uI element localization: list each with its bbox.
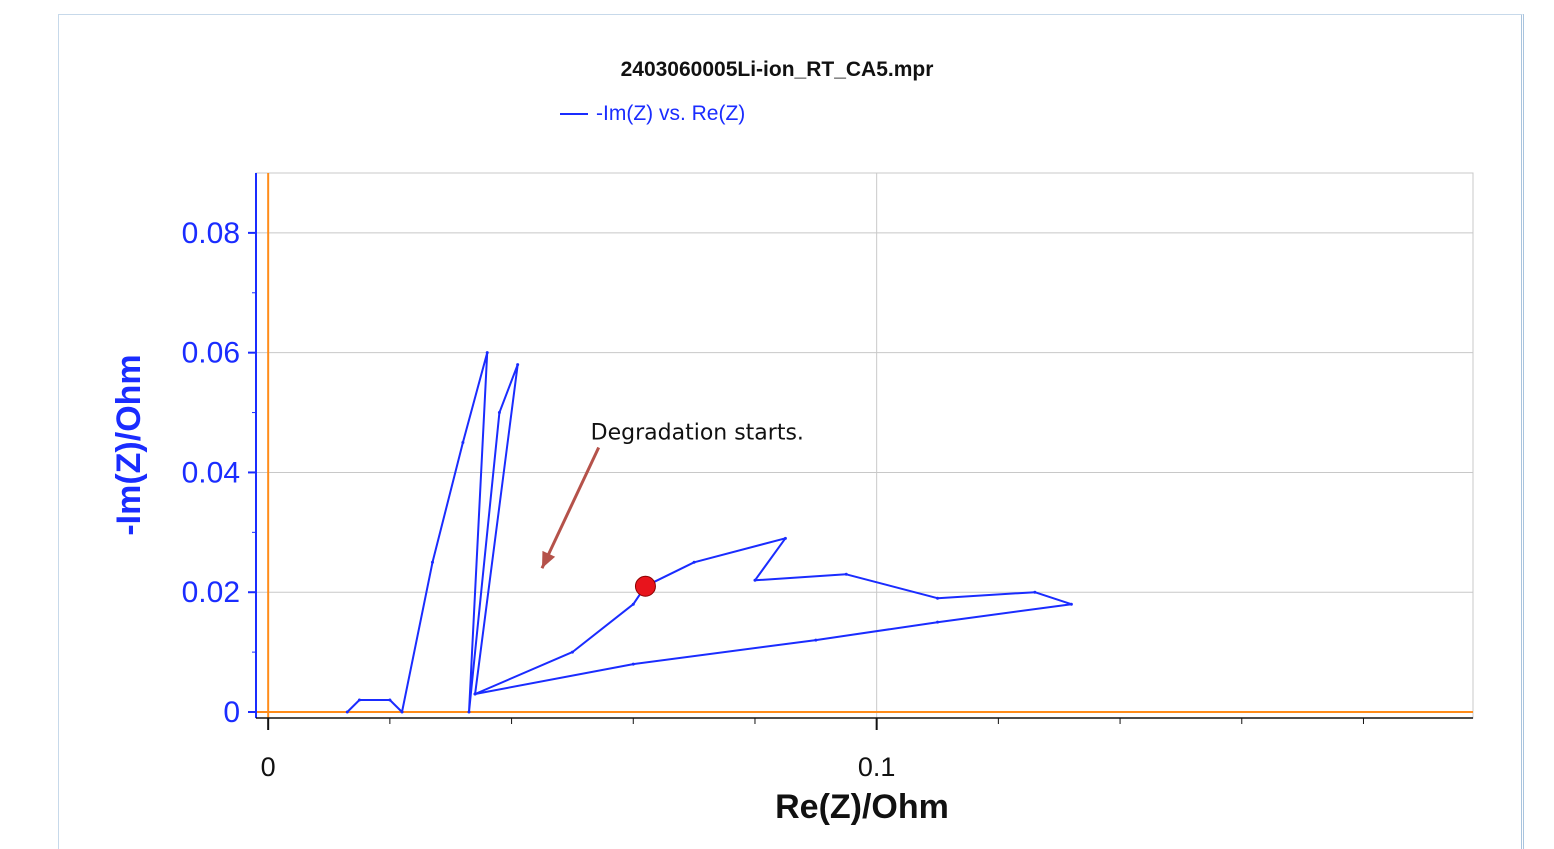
data-point: [345, 710, 349, 714]
legend: -Im(Z) vs. Re(Z): [560, 102, 745, 126]
data-point: [388, 698, 392, 702]
data-point: [844, 572, 848, 576]
y-tick-label: 0: [223, 696, 240, 729]
y-axis-label: -Im(Z)/Ohm: [110, 354, 148, 535]
x-axis-label: Re(Z)/Ohm: [775, 788, 949, 826]
data-point: [357, 698, 361, 702]
data-point: [497, 411, 501, 415]
data-point: [1069, 602, 1073, 606]
data-point: [516, 363, 520, 367]
data-point: [461, 441, 465, 445]
series-line: [346, 351, 1073, 713]
legend-label: -Im(Z) vs. Re(Z): [596, 102, 746, 125]
series-layer: [345, 351, 1073, 714]
annotations-layer: Degradation starts.: [540, 421, 804, 569]
x-tick-label: 0.1: [858, 752, 896, 782]
legend-swatch: [560, 113, 588, 115]
data-point: [1033, 590, 1037, 594]
chart-title: 2403060005Li-ion_RT_CA5.mpr: [620, 58, 934, 81]
data-point: [936, 620, 940, 624]
chart-frame: [58, 14, 1524, 849]
annotation-arrowhead: [541, 550, 556, 569]
axes: 0 0.02 0.04 0.06 0.08 0 0.1: [182, 173, 1473, 782]
data-point: [467, 710, 471, 714]
data-point: [814, 638, 818, 642]
y-tick-label: 0.06: [182, 337, 240, 370]
annotation-text: Degradation starts.: [591, 421, 804, 446]
plot-border: [255, 172, 1474, 719]
data-point: [692, 560, 696, 564]
data-point: [485, 351, 489, 355]
data-point: [936, 596, 940, 600]
x-tick-label: 0: [261, 752, 276, 782]
data-point: [631, 602, 635, 606]
grid: [255, 172, 1474, 719]
y-tick-label: 0.02: [182, 576, 240, 609]
annotation-arrow: [540, 446, 601, 569]
y-tick-label: 0.04: [182, 456, 240, 489]
data-point: [753, 578, 757, 582]
reference-lines: [256, 173, 1473, 718]
data-point: [631, 662, 635, 666]
highlight-point: [634, 575, 656, 597]
data-point: [400, 710, 404, 714]
y-tick-label: 0.08: [182, 217, 240, 250]
data-point: [783, 536, 787, 540]
data-point: [473, 692, 477, 696]
data-point: [430, 560, 434, 564]
data-point: [570, 650, 574, 654]
